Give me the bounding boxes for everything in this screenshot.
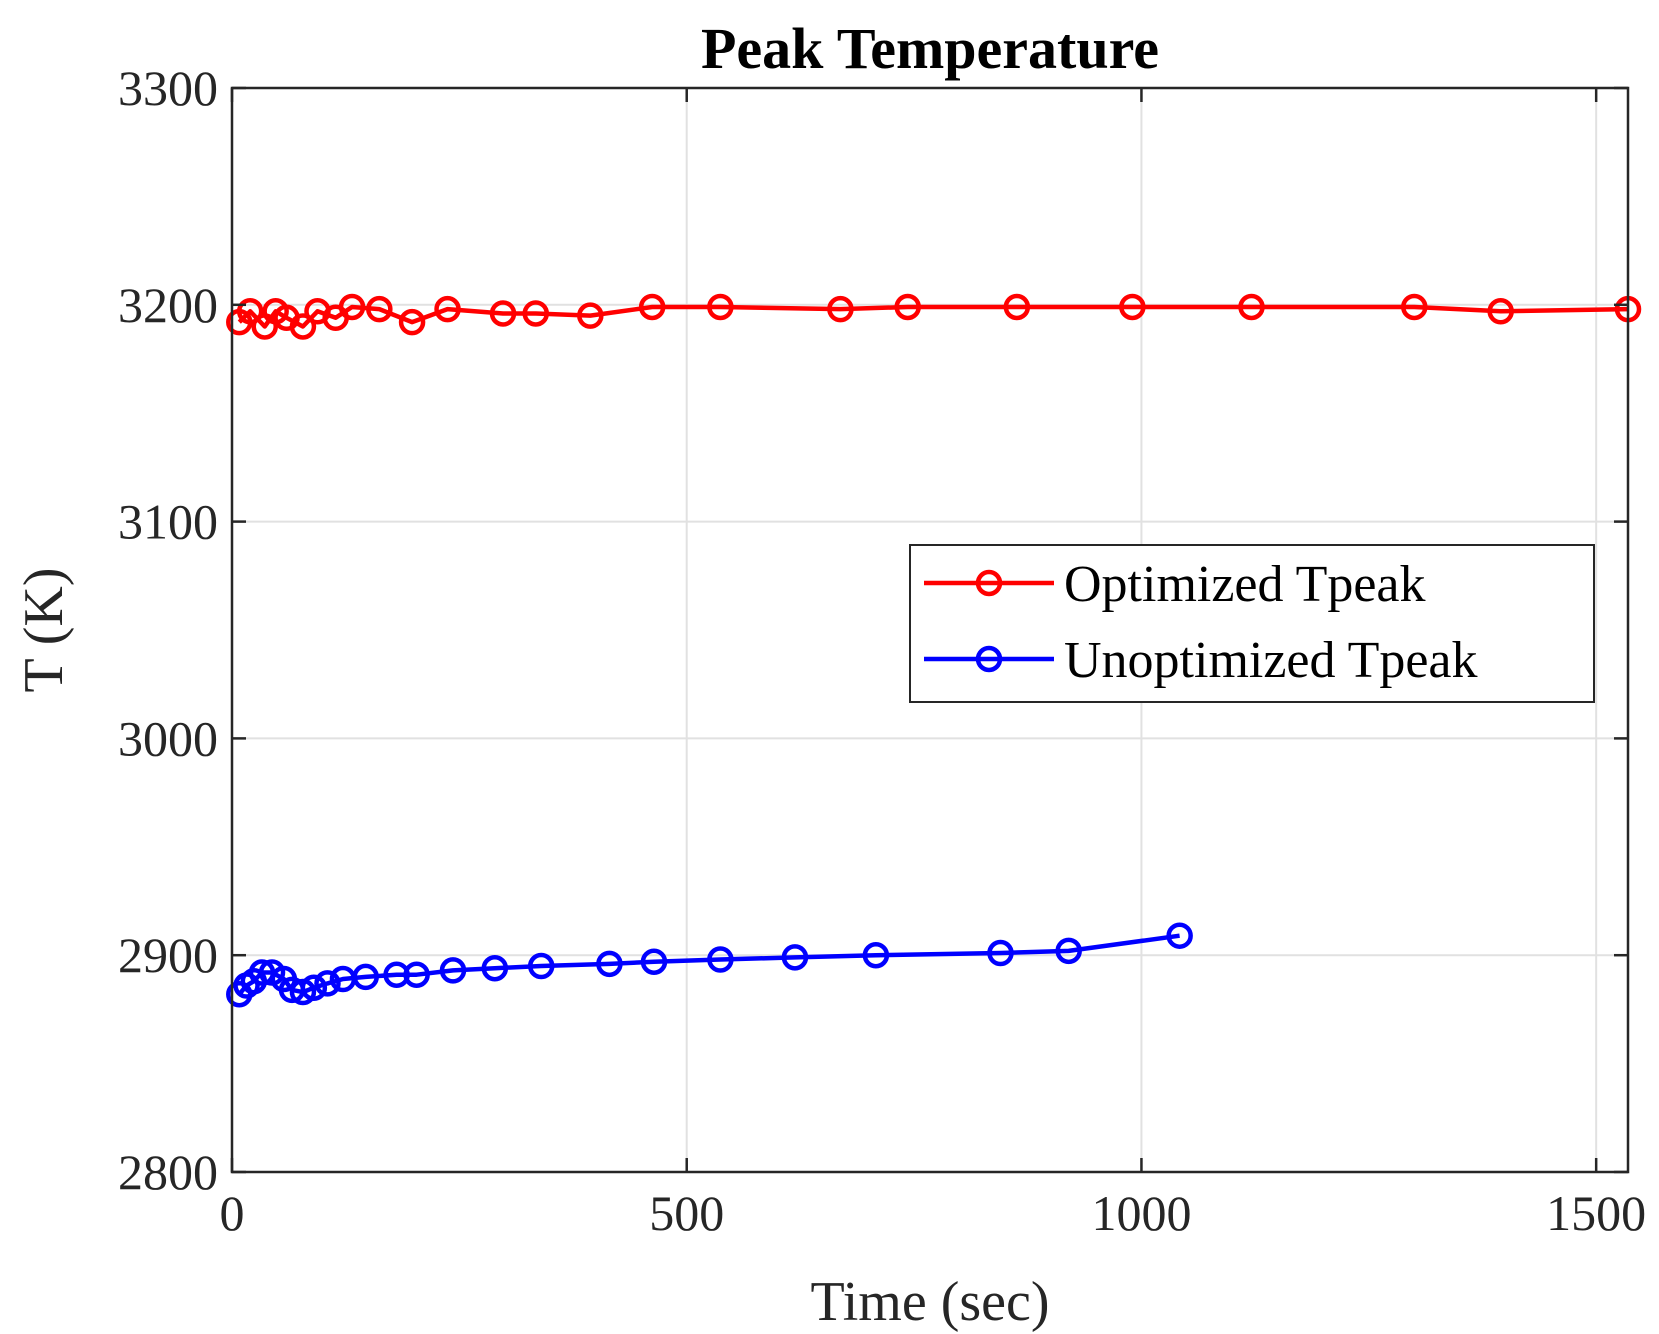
data-point-0: [522, 300, 550, 327]
data-point-1: [640, 948, 668, 975]
data-point-0: [827, 295, 854, 323]
data-point-1: [439, 957, 467, 984]
x-tick-label: 1500: [1546, 1185, 1646, 1241]
legend-label-unoptimized: Unoptimized Tpeak: [1064, 632, 1478, 689]
data-point-1: [314, 970, 341, 997]
data-point-0: [707, 293, 734, 321]
data-point-1: [1166, 922, 1193, 949]
x-axis-label: Time (sec): [810, 1271, 1049, 1333]
data-point-0: [1487, 298, 1514, 325]
data-point-1: [707, 946, 734, 973]
plot-series: [226, 293, 1642, 1008]
y-axis-label: T (K): [13, 568, 75, 693]
y-tick-label: 2900: [118, 927, 218, 983]
data-point-0: [1003, 293, 1031, 321]
data-point-1: [781, 944, 809, 971]
chart-title: Peak Temperature: [701, 16, 1159, 81]
data-point-0: [1401, 293, 1428, 321]
data-point-0: [236, 298, 264, 325]
axis-tick-labels: 0 500 1000 1500 2800 2900 3000 3100 3200 3300: [118, 60, 1646, 1241]
y-tick-label: 3000: [118, 710, 218, 766]
data-point-0: [1119, 293, 1146, 321]
data-point-1: [352, 963, 379, 991]
data-point-0: [338, 293, 366, 321]
data-point-0: [434, 295, 461, 323]
legend-marker-unoptimized: [975, 645, 1003, 673]
data-point-0: [289, 313, 317, 340]
data-point-1: [862, 941, 890, 969]
data-point-0: [577, 302, 604, 329]
y-tick-label: 3200: [118, 277, 218, 333]
data-point-0: [894, 293, 921, 321]
data-point-1: [527, 952, 555, 980]
x-tick-label: 0: [220, 1185, 245, 1241]
data-point-0: [366, 295, 393, 323]
data-point-0: [1238, 293, 1265, 321]
data-point-1: [403, 961, 430, 988]
y-tick-label: 3100: [118, 494, 218, 550]
data-point-1: [596, 950, 623, 978]
y-tick-label: 3300: [118, 60, 218, 116]
legend-box: [909, 544, 1595, 703]
data-point-0: [489, 300, 517, 327]
legend: Optimized Tpeak Unoptimized Tpeak: [909, 544, 1595, 703]
plot-frame: [230, 86, 1630, 1174]
legend-marker-optimized: [975, 569, 1003, 597]
legend-label-optimized: Optimized Tpeak: [1064, 556, 1426, 613]
data-point-1: [300, 974, 328, 1001]
y-tick-label: 2800: [118, 1144, 218, 1200]
data-point-0: [398, 308, 426, 336]
axis-ticks: [230, 86, 1628, 1174]
data-point-1: [987, 939, 1014, 967]
data-point-1: [1055, 937, 1082, 965]
x-tick-label: 1000: [1091, 1185, 1191, 1241]
data-point-1: [481, 954, 509, 982]
data-point-0: [638, 293, 666, 321]
x-tick-label: 500: [649, 1185, 724, 1241]
